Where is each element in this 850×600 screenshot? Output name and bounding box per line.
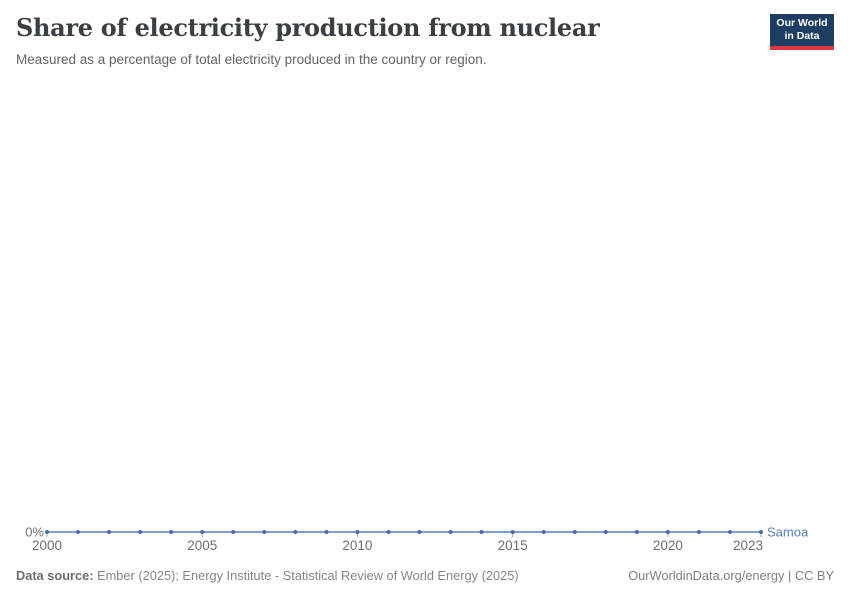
- data-point: [665, 530, 670, 534]
- data-point: [510, 530, 515, 534]
- data-point: [634, 530, 639, 534]
- chart-svg: Samoa 0%2000 2005 2010 2015 2020 2023: [25, 525, 809, 554]
- data-point: [479, 530, 484, 534]
- x-tick-label: 2020: [653, 538, 683, 553]
- data-point: [138, 530, 143, 534]
- chart-subtitle: Measured as a percentage of total electr…: [16, 52, 487, 67]
- owid-logo-line1: Our World: [776, 17, 828, 29]
- data-point: [572, 530, 577, 534]
- data-point: [386, 530, 391, 534]
- data-source: Data source: Ember (2025); Energy Instit…: [16, 568, 519, 583]
- data-point: [541, 530, 546, 534]
- data-point: [355, 530, 360, 534]
- data-point: [324, 530, 329, 534]
- data-point: [45, 530, 49, 534]
- x-tick-label: 2005: [187, 538, 217, 553]
- data-point: [759, 530, 763, 534]
- data-source-label: Data source:: [16, 568, 94, 583]
- data-point: [603, 530, 608, 534]
- y-axis-label: 0%: [25, 525, 44, 540]
- owid-logo[interactable]: Our World in Data: [770, 14, 834, 50]
- x-tick-label: 2010: [342, 538, 372, 553]
- data-point: [262, 530, 267, 534]
- footer-link[interactable]: OurWorldinData.org/energy | CC BY: [628, 568, 834, 583]
- data-point: [76, 530, 81, 534]
- owid-logo-line2: in Data: [784, 29, 820, 42]
- x-tick-label: 2015: [498, 538, 528, 553]
- data-point: [727, 530, 732, 534]
- data-point: [417, 530, 422, 534]
- data-source-text: Ember (2025); Energy Institute - Statist…: [93, 568, 519, 583]
- data-point: [293, 530, 298, 534]
- data-point: [169, 530, 174, 534]
- series-label[interactable]: Samoa: [767, 525, 809, 540]
- x-tick-label: 2000: [32, 538, 62, 553]
- data-point: [231, 530, 236, 534]
- data-point: [448, 530, 453, 534]
- x-tick-label: 2023: [733, 538, 763, 553]
- data-point: [107, 530, 112, 534]
- data-point: [200, 530, 205, 534]
- chart-footer: Data source: Ember (2025); Energy Instit…: [16, 568, 834, 583]
- data-point: [696, 530, 701, 534]
- page-title: Share of electricity production from nuc…: [16, 13, 600, 42]
